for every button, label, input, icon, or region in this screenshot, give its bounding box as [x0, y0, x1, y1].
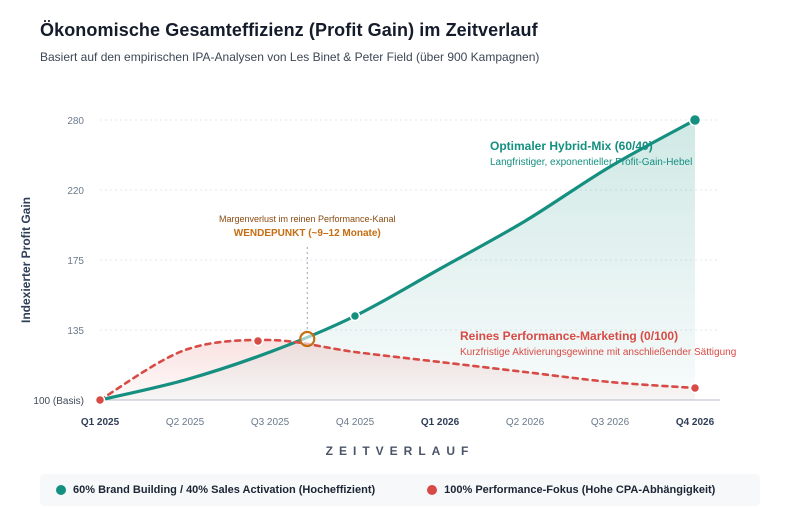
series-0-point [688, 113, 702, 127]
x-axis-label: ZEITVERLAUF [326, 444, 475, 458]
series-1-peak-point [252, 335, 264, 347]
series-1-point [689, 382, 701, 394]
legend: 60% Brand Building / 40% Sales Activatio… [40, 474, 760, 506]
y-tick-label: 280 [67, 116, 84, 127]
performance-annotation-title: Reines Performance-Marketing (0/100) [460, 329, 678, 343]
performance-annotation-subtitle: Kurzfristige Aktivierungsgewinne mit ans… [460, 347, 736, 358]
x-tick-label: Q4 2026 [676, 417, 715, 428]
x-tick-label: Q4 2025 [336, 417, 375, 428]
legend-label-performance: 100% Performance-Fokus (Hohe CPA-Abhängi… [444, 484, 716, 496]
series-1-area [100, 339, 695, 400]
y-tick-label: 175 [67, 256, 84, 267]
legend-label-hybrid: 60% Brand Building / 40% Sales Activatio… [73, 484, 376, 496]
line-chart: Margenverlust im reinen Performance-Kana… [19, 113, 736, 458]
x-tick-label: Q1 2026 [421, 417, 460, 428]
x-tick-label: Q2 2025 [166, 417, 205, 428]
turning-point-marker [299, 330, 316, 348]
series-0-point [349, 310, 361, 322]
series-0-line [98, 118, 697, 402]
y-tick-label: 220 [67, 186, 84, 197]
turning-point-caption: Margenverlust im reinen Performance-Kana… [219, 214, 396, 224]
chart-title: Ökonomische Gesamteffizienz (Profit Gain… [40, 20, 538, 40]
x-tick-label: Q3 2026 [591, 417, 630, 428]
series-1-point [94, 394, 106, 406]
series-1-line [98, 338, 697, 402]
legend-red-dot-icon [427, 485, 438, 495]
legend-item-performance: 100% Performance-Fokus (Hohe CPA-Abhängi… [427, 484, 715, 496]
hybrid-annotation-title: Optimaler Hybrid-Mix (60/40) [490, 139, 653, 153]
turning-point-label: WENDEPUNKT (~9–12 Monate) [234, 228, 381, 239]
legend-item-hybrid: 60% Brand Building / 40% Sales Activatio… [56, 484, 375, 496]
x-tick-label: Q1 2025 [81, 417, 120, 428]
chart-subtitle: Basiert auf den empirischen IPA-Analysen… [40, 50, 540, 64]
y-tick-label: 135 [67, 326, 84, 337]
x-tick-label: Q2 2026 [506, 417, 545, 428]
x-tick-label: Q3 2025 [251, 417, 290, 428]
y-tick-label: 100 (Basis) [33, 396, 84, 407]
series-0-area [100, 120, 695, 400]
hybrid-annotation-subtitle: Langfristiger, exponentieller Profit-Gai… [490, 157, 692, 168]
legend-teal-dot-icon [56, 485, 66, 495]
y-axis-label: Indexierter Profit Gain [19, 197, 33, 323]
